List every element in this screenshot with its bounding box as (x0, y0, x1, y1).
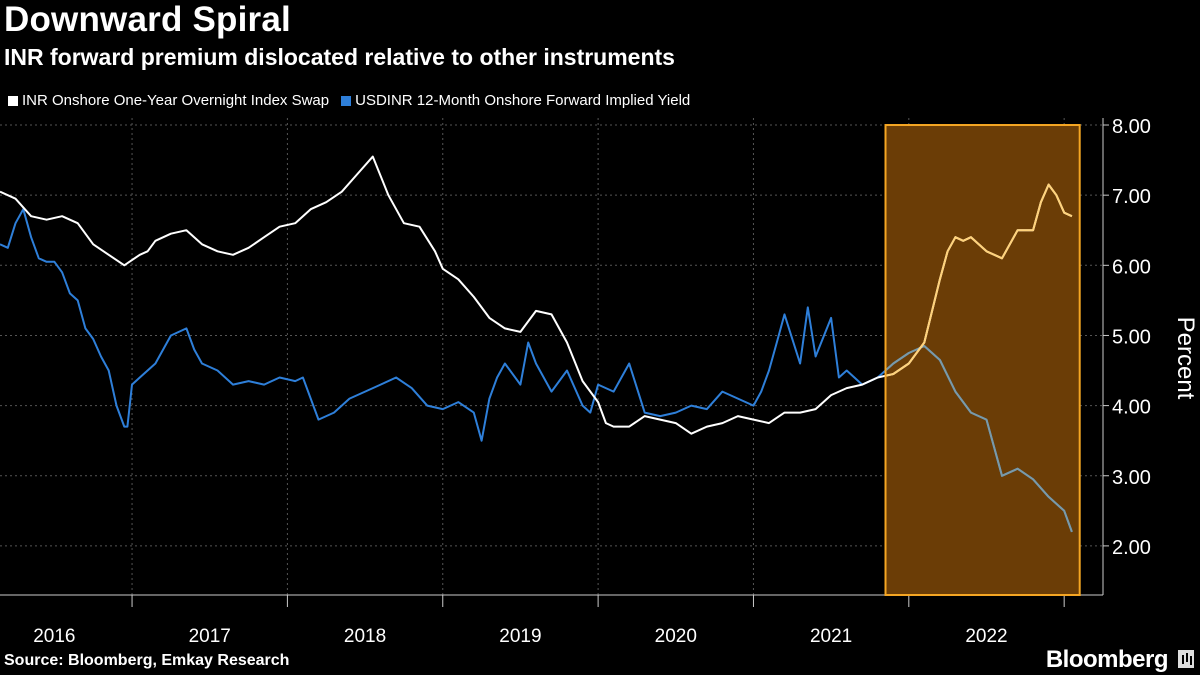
bloomberg-logo: Bloomberg (1045, 646, 1169, 673)
legend-swatch-ois (8, 95, 18, 106)
legend-item-forward: USDINR 12-Month Onshore Forward Implied … (341, 92, 690, 109)
y-tick-label: 7.00 (1112, 186, 1151, 208)
y-tick-label: 4.00 (1112, 397, 1151, 419)
series-line-ois-highlighted (885, 183, 1073, 377)
y-tick-label: 8.00 (1112, 116, 1151, 138)
legend: INR Onshore One-Year Overnight Index Swa… (8, 92, 690, 109)
y-tick-label: 3.00 (1112, 467, 1151, 489)
highlight-border (884, 124, 1081, 596)
legend-swatch-forward (341, 95, 352, 106)
bloomberg-chart-icon (1178, 650, 1194, 668)
x-tick-label: 2017 (189, 626, 231, 647)
y-tick-label: 2.00 (1112, 537, 1151, 559)
legend-item-ois: INR Onshore One-Year Overnight Index Swa… (8, 92, 329, 109)
y-axis-label: Percent (1172, 317, 1199, 400)
chart-title: Downward Spiral (4, 0, 291, 39)
x-tick-label: 2016 (33, 626, 75, 647)
x-tick-label: 2019 (499, 626, 541, 647)
x-tick-label: 2018 (344, 626, 386, 647)
y-tick-label: 6.00 (1112, 256, 1151, 278)
source-note: Source: Bloomberg, Emkay Research (4, 652, 290, 669)
y-tick-label: 5.00 (1112, 326, 1151, 348)
x-tick-label: 2021 (810, 626, 852, 647)
x-tick-label: 2022 (965, 626, 1007, 647)
x-tick-label: 2020 (655, 626, 697, 647)
legend-label-ois: INR Onshore One-Year Overnight Index Swa… (22, 92, 330, 109)
legend-label-forward: USDINR 12-Month Onshore Forward Implied … (355, 92, 691, 109)
chart-subtitle: INR forward premium dislocated relative … (4, 44, 675, 70)
highlight-band (885, 125, 1080, 595)
